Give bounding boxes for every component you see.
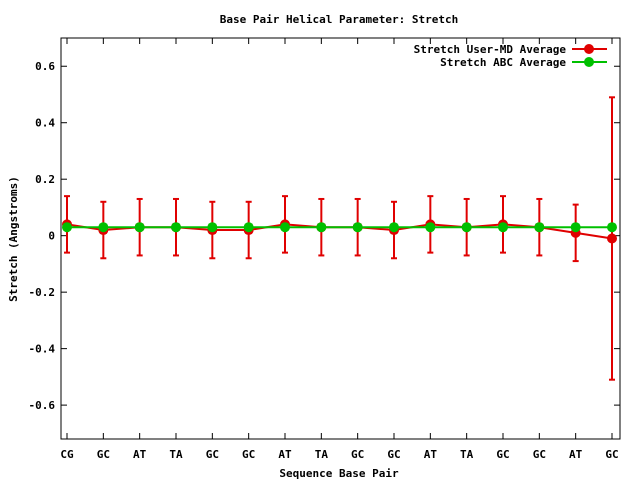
x-tick-label: AT (424, 448, 438, 461)
data-point (62, 222, 72, 233)
legend-swatch-marker (584, 44, 594, 54)
data-point (498, 222, 508, 233)
data-point (389, 222, 399, 233)
x-tick-label: GC (605, 448, 618, 461)
y-axis: -0.6 -0.4 -0.2 0 0.2 0.4 0.6 (29, 60, 620, 412)
x-tick-label: GC (206, 448, 219, 461)
x-tick-label: AT (278, 448, 292, 461)
data-point (134, 222, 145, 233)
data-point (607, 222, 617, 233)
x-tick-label: GC (242, 448, 255, 461)
x-tick-label: GC (351, 448, 364, 461)
data-point (243, 222, 254, 233)
x-axis-label: Sequence Base Pair (279, 467, 399, 480)
x-tick-label: AT (133, 448, 147, 461)
series-2 (62, 222, 617, 233)
y-axis-label: Stretch (Angstroms) (7, 176, 20, 302)
data-point (570, 222, 581, 233)
data-point (352, 222, 363, 233)
x-tick-label: TA (169, 448, 183, 461)
x-tick-label: CG (60, 448, 74, 461)
data-point (171, 222, 181, 233)
series-1 (62, 96, 617, 381)
data-point (534, 222, 545, 233)
y-tick-label: 0.4 (35, 117, 55, 130)
data-point (425, 222, 436, 233)
data-point (461, 222, 472, 233)
x-tick-label: GC (496, 448, 509, 461)
x-tick-label: GC (387, 448, 400, 461)
x-tick-label: AT (569, 448, 583, 461)
data-point (98, 222, 109, 233)
x-tick-label: GC (533, 448, 546, 461)
x-tick-label: GC (97, 448, 110, 461)
y-tick-label: -0.2 (29, 286, 56, 299)
legend-label: Stretch ABC Average (440, 56, 566, 69)
x-tick-label: TA (460, 448, 474, 461)
y-tick-label: -0.4 (29, 343, 56, 356)
x-tick-label: TA (315, 448, 329, 461)
x-axis: CG GC AT TA GC GC AT TA GC GC AT TA GC GC AT GC (60, 38, 619, 461)
y-tick-label: 0.2 (35, 173, 55, 186)
chart-title: Base Pair Helical Parameter: Stretch (220, 13, 458, 26)
y-tick-label: -0.6 (29, 399, 56, 412)
data-point (607, 233, 617, 244)
data-point (207, 222, 218, 233)
data-point (280, 222, 290, 233)
data-point (316, 222, 327, 233)
series-layer (62, 96, 617, 381)
plot-frame (60, 37, 621, 440)
legend-label: Stretch User-MD Average (414, 43, 567, 56)
legend-swatch-marker (584, 57, 594, 67)
y-tick-label: 0.6 (35, 60, 55, 73)
y-tick-label: 0 (48, 230, 55, 243)
